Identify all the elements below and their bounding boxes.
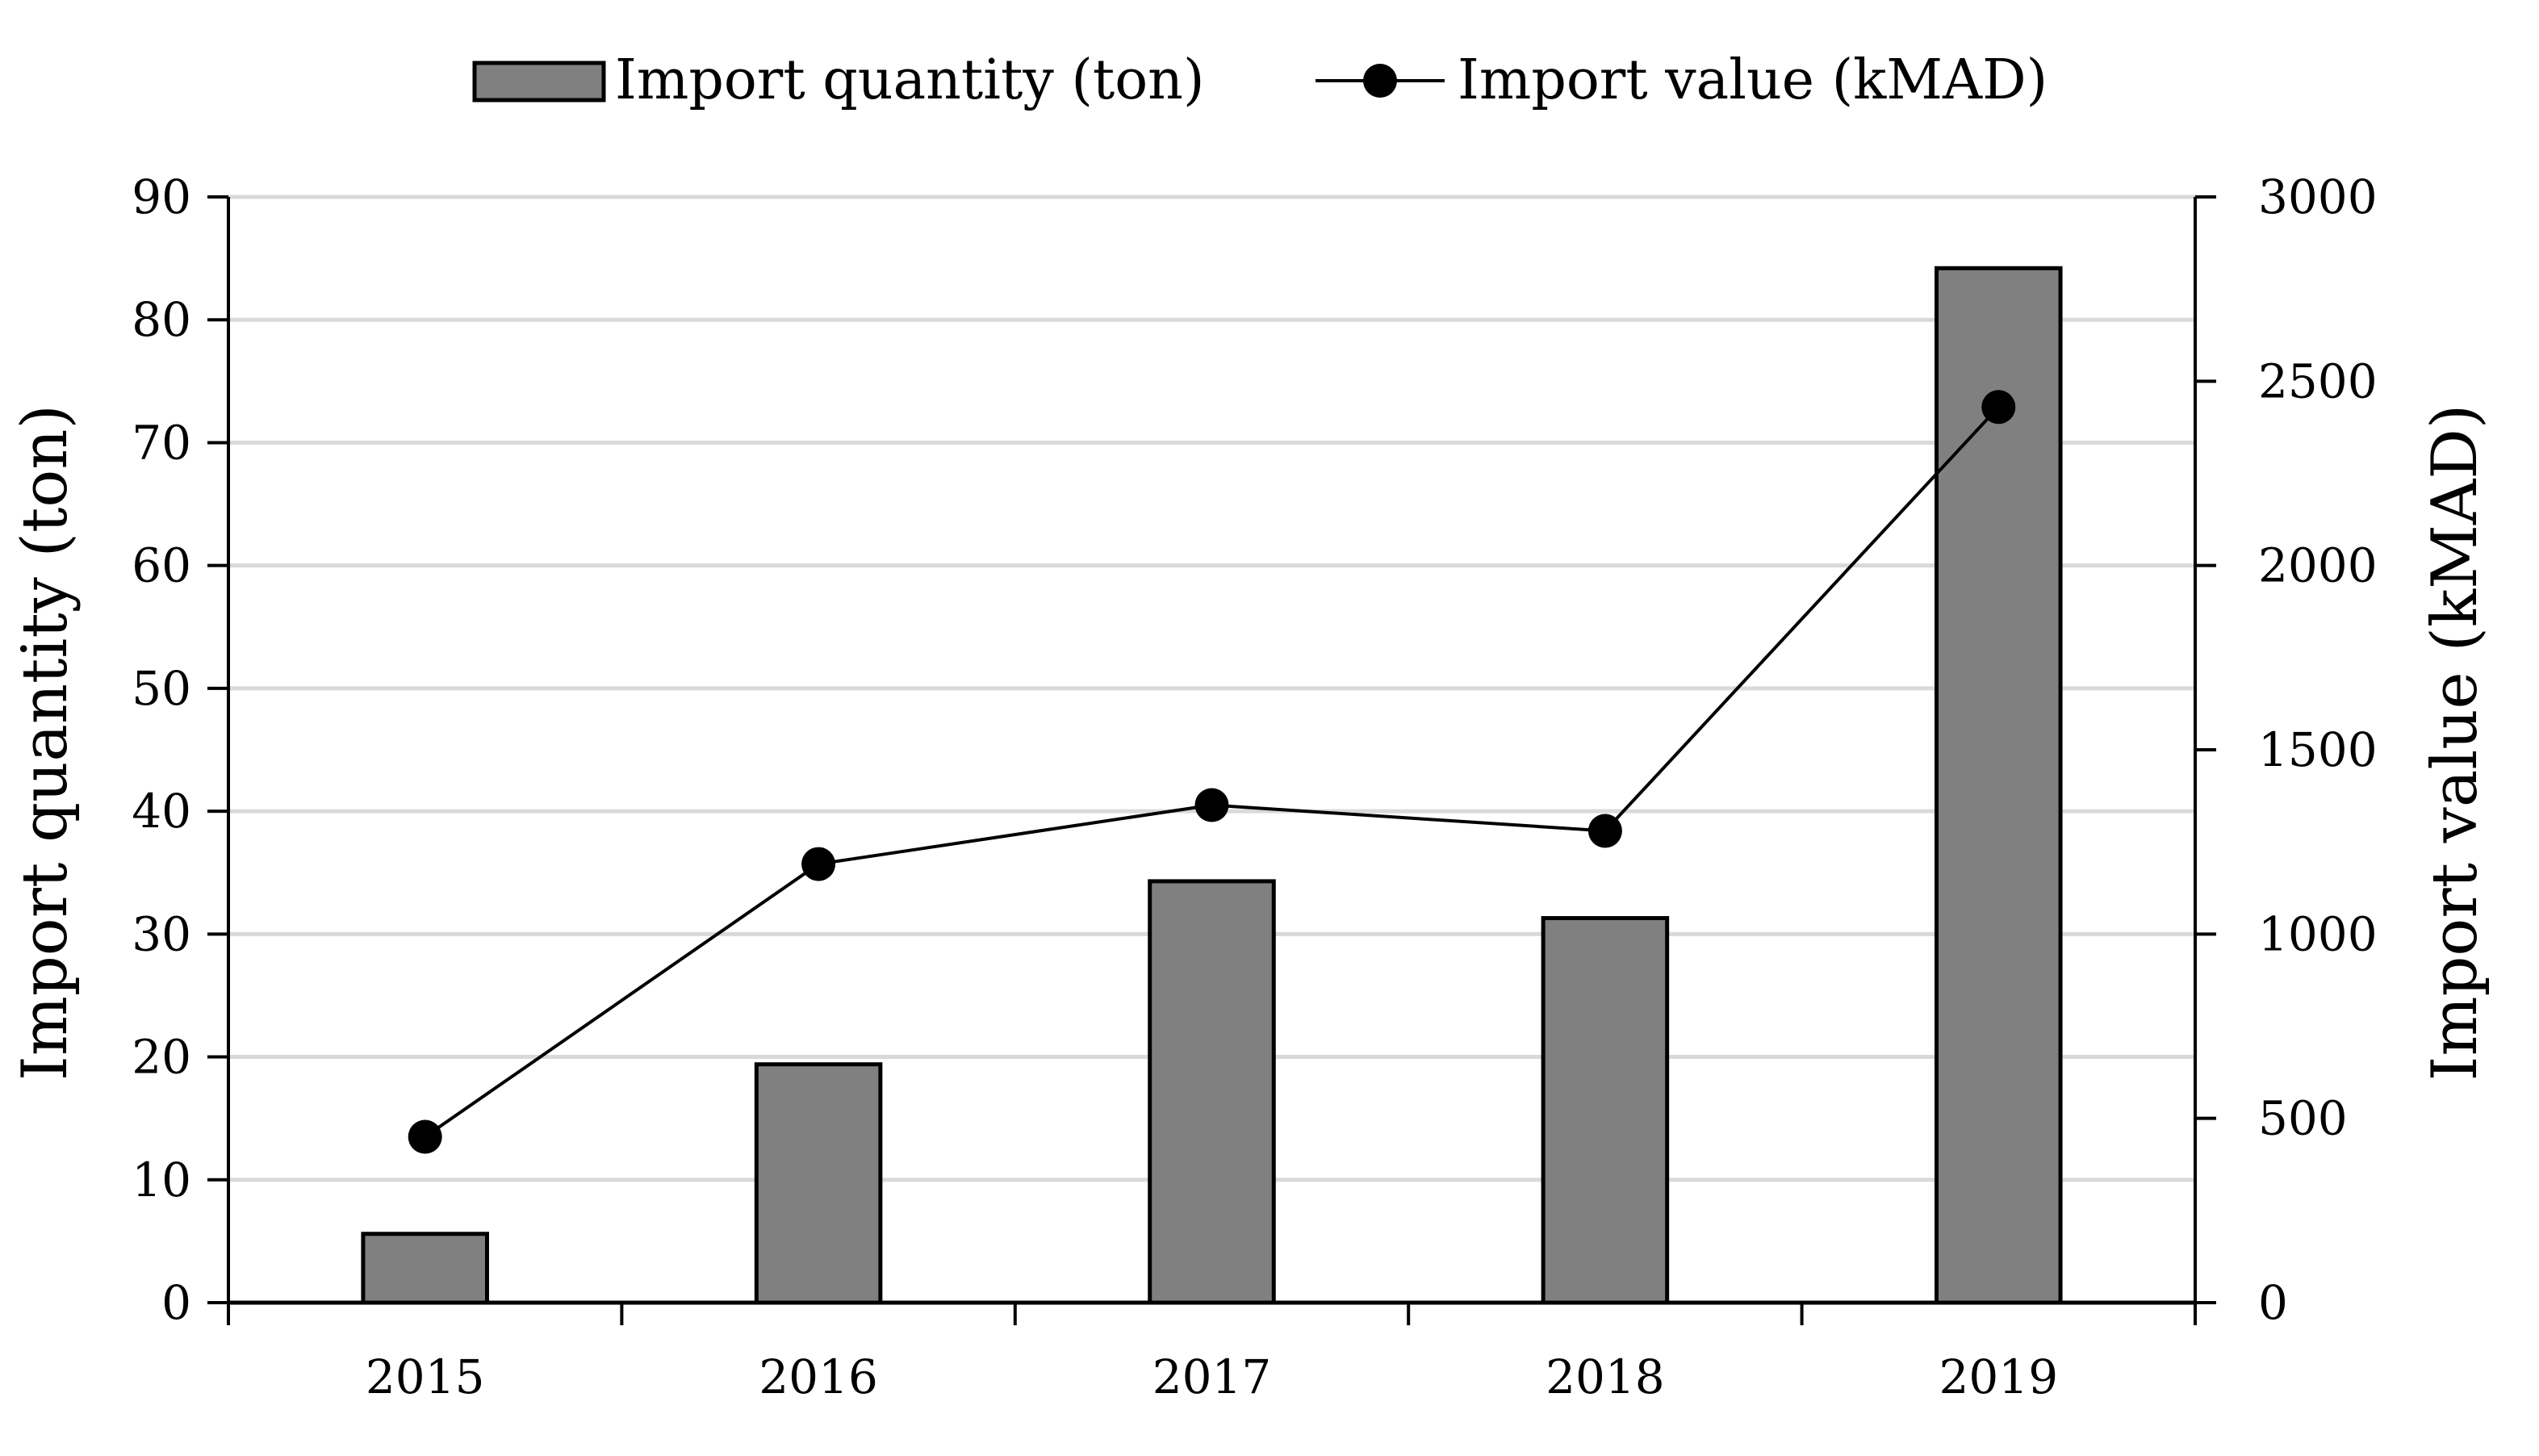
left-axis-title: Import quantity (ton) xyxy=(9,404,82,1081)
left-tick-label: 60 xyxy=(132,538,191,593)
grid-lines xyxy=(228,195,2195,1182)
right-tick-label: 3000 xyxy=(2258,169,2378,224)
bar xyxy=(754,1062,883,1305)
left-axis-ticks: 0 10 20 30 40 50 60 70 80 90 xyxy=(132,169,191,1330)
right-tick-label: 2500 xyxy=(2258,354,2378,408)
legend-bar-swatch xyxy=(472,61,606,103)
x-tick-label: 2018 xyxy=(1546,1349,1665,1404)
legend-line-label: Import value (kMAD) xyxy=(1458,48,2048,112)
x-axis-ticks: 2015 2016 2017 2018 2019 xyxy=(366,1349,2058,1404)
left-tick-label: 30 xyxy=(132,906,191,961)
left-tick-label: 0 xyxy=(161,1275,191,1330)
right-tick-label: 0 xyxy=(2258,1275,2288,1330)
left-tick-label: 40 xyxy=(132,784,191,839)
left-tick-label: 50 xyxy=(132,661,191,716)
bar xyxy=(361,1232,489,1305)
bar-series xyxy=(361,266,2063,1305)
legend-line-marker xyxy=(1363,64,1397,98)
legend: Import quantity (ton) Import value (kMAD… xyxy=(472,48,2048,112)
x-tick-label: 2019 xyxy=(1939,1349,2058,1404)
right-tick-label: 1000 xyxy=(2258,906,2378,961)
value-point xyxy=(1981,390,2016,425)
value-point xyxy=(801,847,836,881)
left-tick-label: 20 xyxy=(132,1030,191,1085)
bar xyxy=(1541,916,1670,1305)
right-axis-ticks: 0 500 1000 1500 2000 2500 3000 xyxy=(2258,169,2378,1330)
x-tick-label: 2016 xyxy=(759,1349,878,1404)
right-axis-title: Import value (kMAD) xyxy=(2419,404,2491,1082)
x-tick-label: 2017 xyxy=(1152,1349,1272,1404)
right-tick-label: 2000 xyxy=(2258,538,2378,593)
left-tick-label: 70 xyxy=(132,415,191,470)
axes xyxy=(207,195,2216,1325)
legend-bar-label: Import quantity (ton) xyxy=(615,48,1204,112)
x-tick-label: 2015 xyxy=(366,1349,485,1404)
left-tick-label: 90 xyxy=(132,169,191,224)
left-tick-label: 10 xyxy=(132,1153,191,1207)
value-point xyxy=(1587,814,1622,848)
value-point xyxy=(408,1119,442,1154)
value-point xyxy=(1194,788,1229,822)
bar xyxy=(1935,266,2063,1305)
line-series xyxy=(408,390,2016,1154)
right-tick-label: 500 xyxy=(2258,1091,2348,1146)
left-tick-label: 80 xyxy=(132,292,191,347)
bar xyxy=(1148,879,1276,1305)
right-tick-label: 1500 xyxy=(2258,722,2378,777)
